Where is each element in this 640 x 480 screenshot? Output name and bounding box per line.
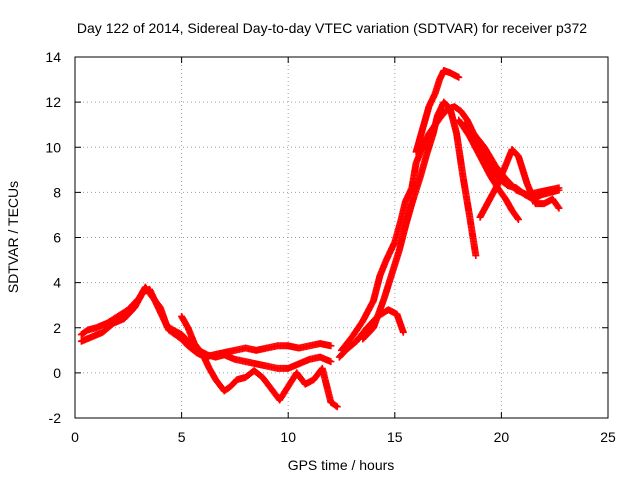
data-point: [554, 203, 562, 211]
y-tick-label: 14: [45, 49, 61, 65]
data-point: [399, 328, 407, 336]
y-tick-label: 8: [53, 184, 61, 200]
series-track-h: [476, 146, 563, 221]
x-tick-label: 5: [178, 429, 186, 445]
data-point: [514, 214, 522, 222]
y-axis-label: SDTVAR / TECUs: [5, 181, 21, 293]
data-point: [332, 402, 340, 410]
y-tick-label: 6: [53, 230, 61, 246]
tick-labels: 0 5 10 15 20 25 -2 0 2 4 6 8 10 12 14: [45, 49, 616, 445]
x-tick-label: 25: [600, 429, 616, 445]
series-track-i: [461, 118, 563, 203]
series-track-c: [178, 312, 341, 411]
data-point: [555, 204, 563, 212]
x-tick-label: 20: [494, 429, 510, 445]
series-track-f: [412, 67, 463, 156]
x-tick-label: 15: [387, 429, 403, 445]
data-point: [327, 358, 335, 366]
x-tick-label: 0: [71, 429, 79, 445]
data-point: [472, 252, 480, 260]
y-tick-label: 2: [53, 320, 61, 336]
data-point: [455, 73, 463, 81]
series-track-b: [77, 285, 335, 361]
y-tick-label: 0: [53, 365, 61, 381]
chart-title: Day 122 of 2014, Sidereal Day-to-day VTE…: [77, 20, 587, 36]
axis-ticks: [74, 56, 609, 419]
data-point: [333, 403, 341, 411]
data-point: [327, 342, 335, 350]
data-points: [77, 67, 563, 411]
x-axis-label: GPS time / hours: [288, 457, 395, 473]
y-tick-label: -2: [49, 410, 62, 426]
series-track-g: [335, 306, 407, 361]
x-tick-label: 10: [280, 429, 296, 445]
series-track-j: [455, 116, 522, 223]
grid-lines: [75, 57, 608, 418]
data-point: [555, 186, 563, 194]
data-point: [514, 215, 522, 223]
y-tick-label: 4: [53, 275, 61, 291]
y-tick-label: 10: [45, 139, 61, 155]
y-tick-label: 12: [45, 94, 61, 110]
series-track-d: [338, 103, 563, 354]
plot-frame: [74, 56, 609, 419]
